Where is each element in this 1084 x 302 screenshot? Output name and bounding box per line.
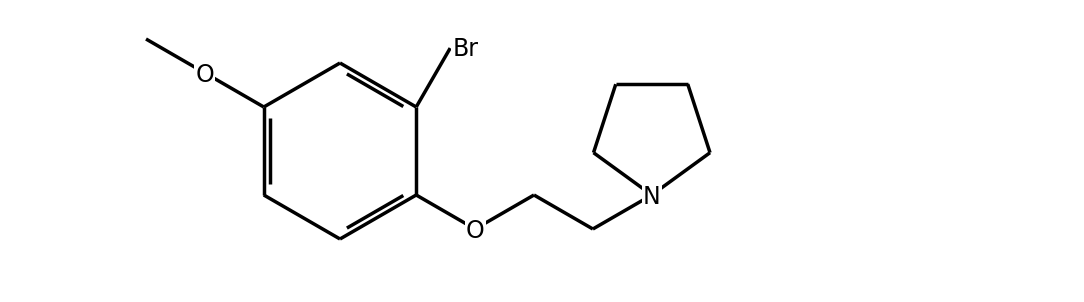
Text: O: O xyxy=(195,63,215,88)
Text: Br: Br xyxy=(452,37,478,61)
Text: O: O xyxy=(466,220,485,243)
Text: N: N xyxy=(643,185,660,210)
